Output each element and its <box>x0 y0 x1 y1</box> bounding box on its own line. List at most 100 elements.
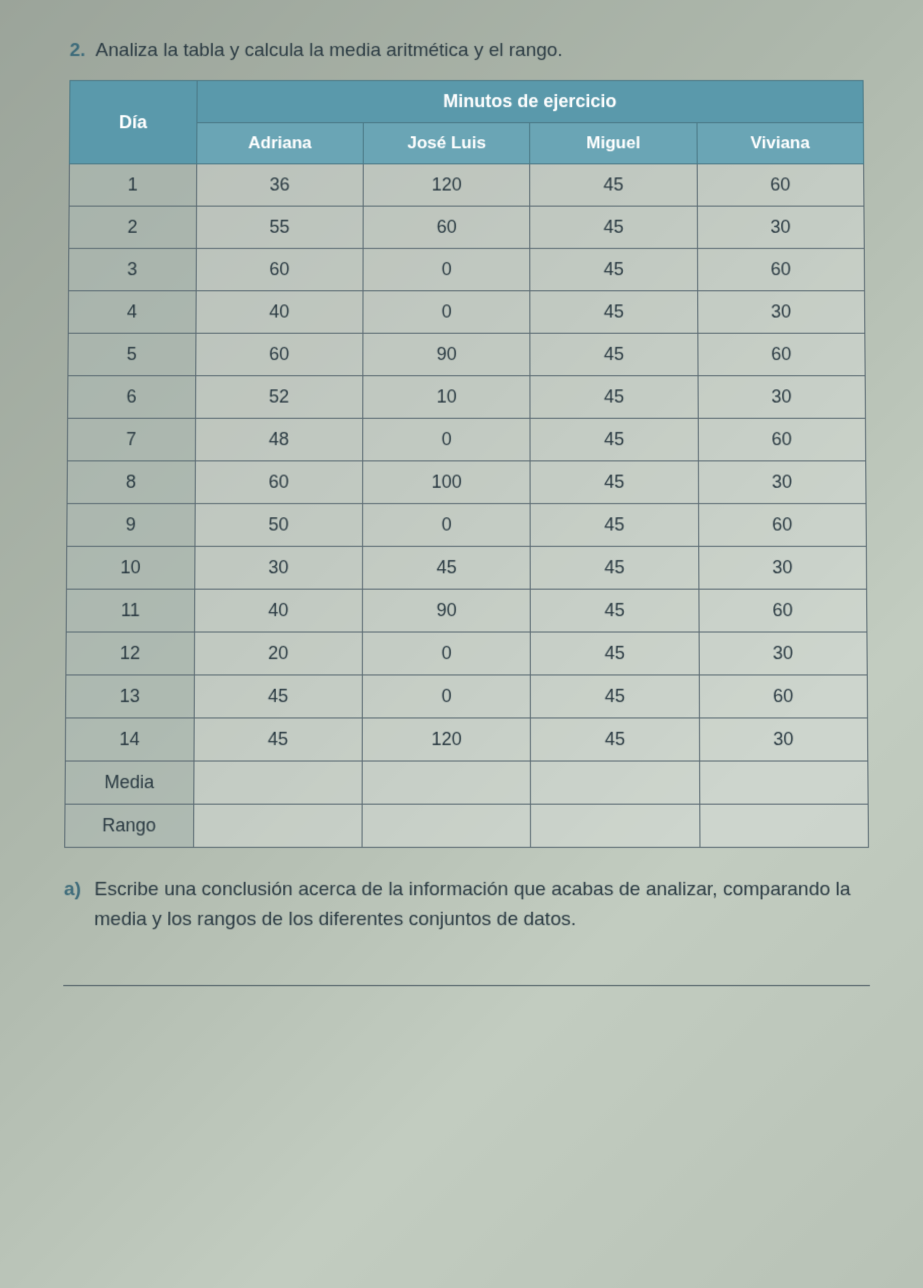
summary-cell <box>699 804 868 847</box>
table-row: 95004560 <box>67 504 867 547</box>
data-cell: 120 <box>362 718 531 761</box>
question-text: Analiza la tabla y calcula la media arit… <box>95 40 562 62</box>
answer-blank-line <box>63 954 870 986</box>
table-row: 255604530 <box>69 206 864 248</box>
table-row: 122004530 <box>66 632 867 675</box>
summary-cell <box>531 804 700 847</box>
data-cell: 50 <box>195 504 363 547</box>
data-cell: 0 <box>363 291 530 333</box>
data-cell: 40 <box>194 589 362 632</box>
data-cell: 0 <box>363 504 531 547</box>
table-row: 36004560 <box>69 248 865 290</box>
data-cell: 45 <box>531 718 700 761</box>
exercise-table: Día Minutos de ejercicio Adriana José Lu… <box>64 80 869 848</box>
sub-question-text: Escribe una conclusión acerca de la info… <box>94 875 869 936</box>
sub-question-row: a) Escribe una conclusión acerca de la i… <box>64 875 870 936</box>
table-row: 134504560 <box>66 675 868 718</box>
question-number: 2. <box>70 40 86 62</box>
data-cell: 30 <box>699 718 868 761</box>
data-cell: 45 <box>363 546 531 589</box>
data-cell: 55 <box>196 206 363 248</box>
table-row: 1361204560 <box>69 164 864 206</box>
data-cell: 20 <box>194 632 362 675</box>
data-cell: 45 <box>531 589 699 632</box>
dia-cell: 13 <box>66 675 195 718</box>
summary-cell <box>362 761 531 804</box>
table-row: 74804560 <box>67 418 865 461</box>
summary-cell <box>362 804 531 847</box>
data-cell: 0 <box>362 632 530 675</box>
data-cell: 45 <box>530 291 697 333</box>
data-cell: 60 <box>195 461 363 504</box>
table-row: 652104530 <box>68 376 866 419</box>
summary-cell <box>531 761 700 804</box>
data-cell: 30 <box>698 376 866 419</box>
table-row: 44004530 <box>68 291 865 333</box>
table-row: 14451204530 <box>65 718 868 761</box>
data-cell: 0 <box>362 675 530 718</box>
summary-cell <box>699 761 868 804</box>
data-cell: 45 <box>530 546 698 589</box>
group-header-minutos: Minutos de ejercicio <box>197 81 864 123</box>
data-cell: 60 <box>698 333 866 375</box>
question-row: 2. Analiza la tabla y calcula la media a… <box>70 40 864 62</box>
data-cell: 30 <box>697 291 864 333</box>
summary-row: Media <box>65 761 868 804</box>
table-row: 1030454530 <box>66 546 866 589</box>
data-cell: 52 <box>195 376 363 419</box>
data-cell: 60 <box>697 164 864 206</box>
table-row: 1140904560 <box>66 589 867 632</box>
data-cell: 45 <box>530 376 698 419</box>
dia-cell: 7 <box>67 418 195 461</box>
data-cell: 60 <box>697 248 864 290</box>
data-cell: 30 <box>697 206 864 248</box>
data-cell: 45 <box>194 675 362 718</box>
sub-question-marker: a) <box>64 875 85 936</box>
summary-label: Rango <box>65 804 194 847</box>
data-cell: 60 <box>196 248 363 290</box>
data-cell: 60 <box>698 504 866 547</box>
data-cell: 60 <box>699 589 867 632</box>
data-cell: 30 <box>195 546 363 589</box>
dia-cell: 8 <box>67 461 195 504</box>
dia-cell: 11 <box>66 589 194 632</box>
data-cell: 45 <box>530 461 698 504</box>
table-row: 560904560 <box>68 333 865 375</box>
data-cell: 45 <box>530 248 697 290</box>
data-cell: 45 <box>530 206 697 248</box>
summary-label: Media <box>65 761 194 804</box>
table-row: 8601004530 <box>67 461 866 504</box>
data-cell: 45 <box>194 718 363 761</box>
dia-cell: 14 <box>65 718 194 761</box>
data-cell: 36 <box>196 164 363 206</box>
data-cell: 40 <box>196 291 363 333</box>
data-cell: 0 <box>363 418 531 461</box>
data-cell: 60 <box>698 418 866 461</box>
data-cell: 45 <box>530 418 698 461</box>
summary-row: Rango <box>65 804 869 847</box>
data-cell: 90 <box>363 333 530 375</box>
summary-cell <box>194 761 363 804</box>
col-header-adriana: Adriana <box>196 123 363 164</box>
page-container: 2. Analiza la tabla y calcula la media a… <box>0 0 923 1027</box>
data-cell: 60 <box>363 206 530 248</box>
data-cell: 10 <box>363 376 531 419</box>
summary-cell <box>193 804 362 847</box>
dia-cell: 10 <box>66 546 194 589</box>
data-cell: 45 <box>530 504 698 547</box>
table-head: Día Minutos de ejercicio Adriana José Lu… <box>69 81 863 164</box>
col-header-viviana: Viviana <box>697 123 864 164</box>
dia-cell: 9 <box>67 504 195 547</box>
data-cell: 60 <box>195 333 362 375</box>
dia-cell: 4 <box>68 291 196 333</box>
data-cell: 45 <box>530 333 697 375</box>
data-cell: 48 <box>195 418 363 461</box>
dia-cell: 6 <box>68 376 196 419</box>
header-row-1: Día Minutos de ejercicio <box>70 81 864 123</box>
data-cell: 60 <box>699 675 868 718</box>
data-cell: 30 <box>699 632 867 675</box>
col-header-jose-luis: José Luis <box>363 123 530 164</box>
data-cell: 90 <box>362 589 530 632</box>
col-header-miguel: Miguel <box>530 123 697 164</box>
data-cell: 30 <box>698 461 866 504</box>
